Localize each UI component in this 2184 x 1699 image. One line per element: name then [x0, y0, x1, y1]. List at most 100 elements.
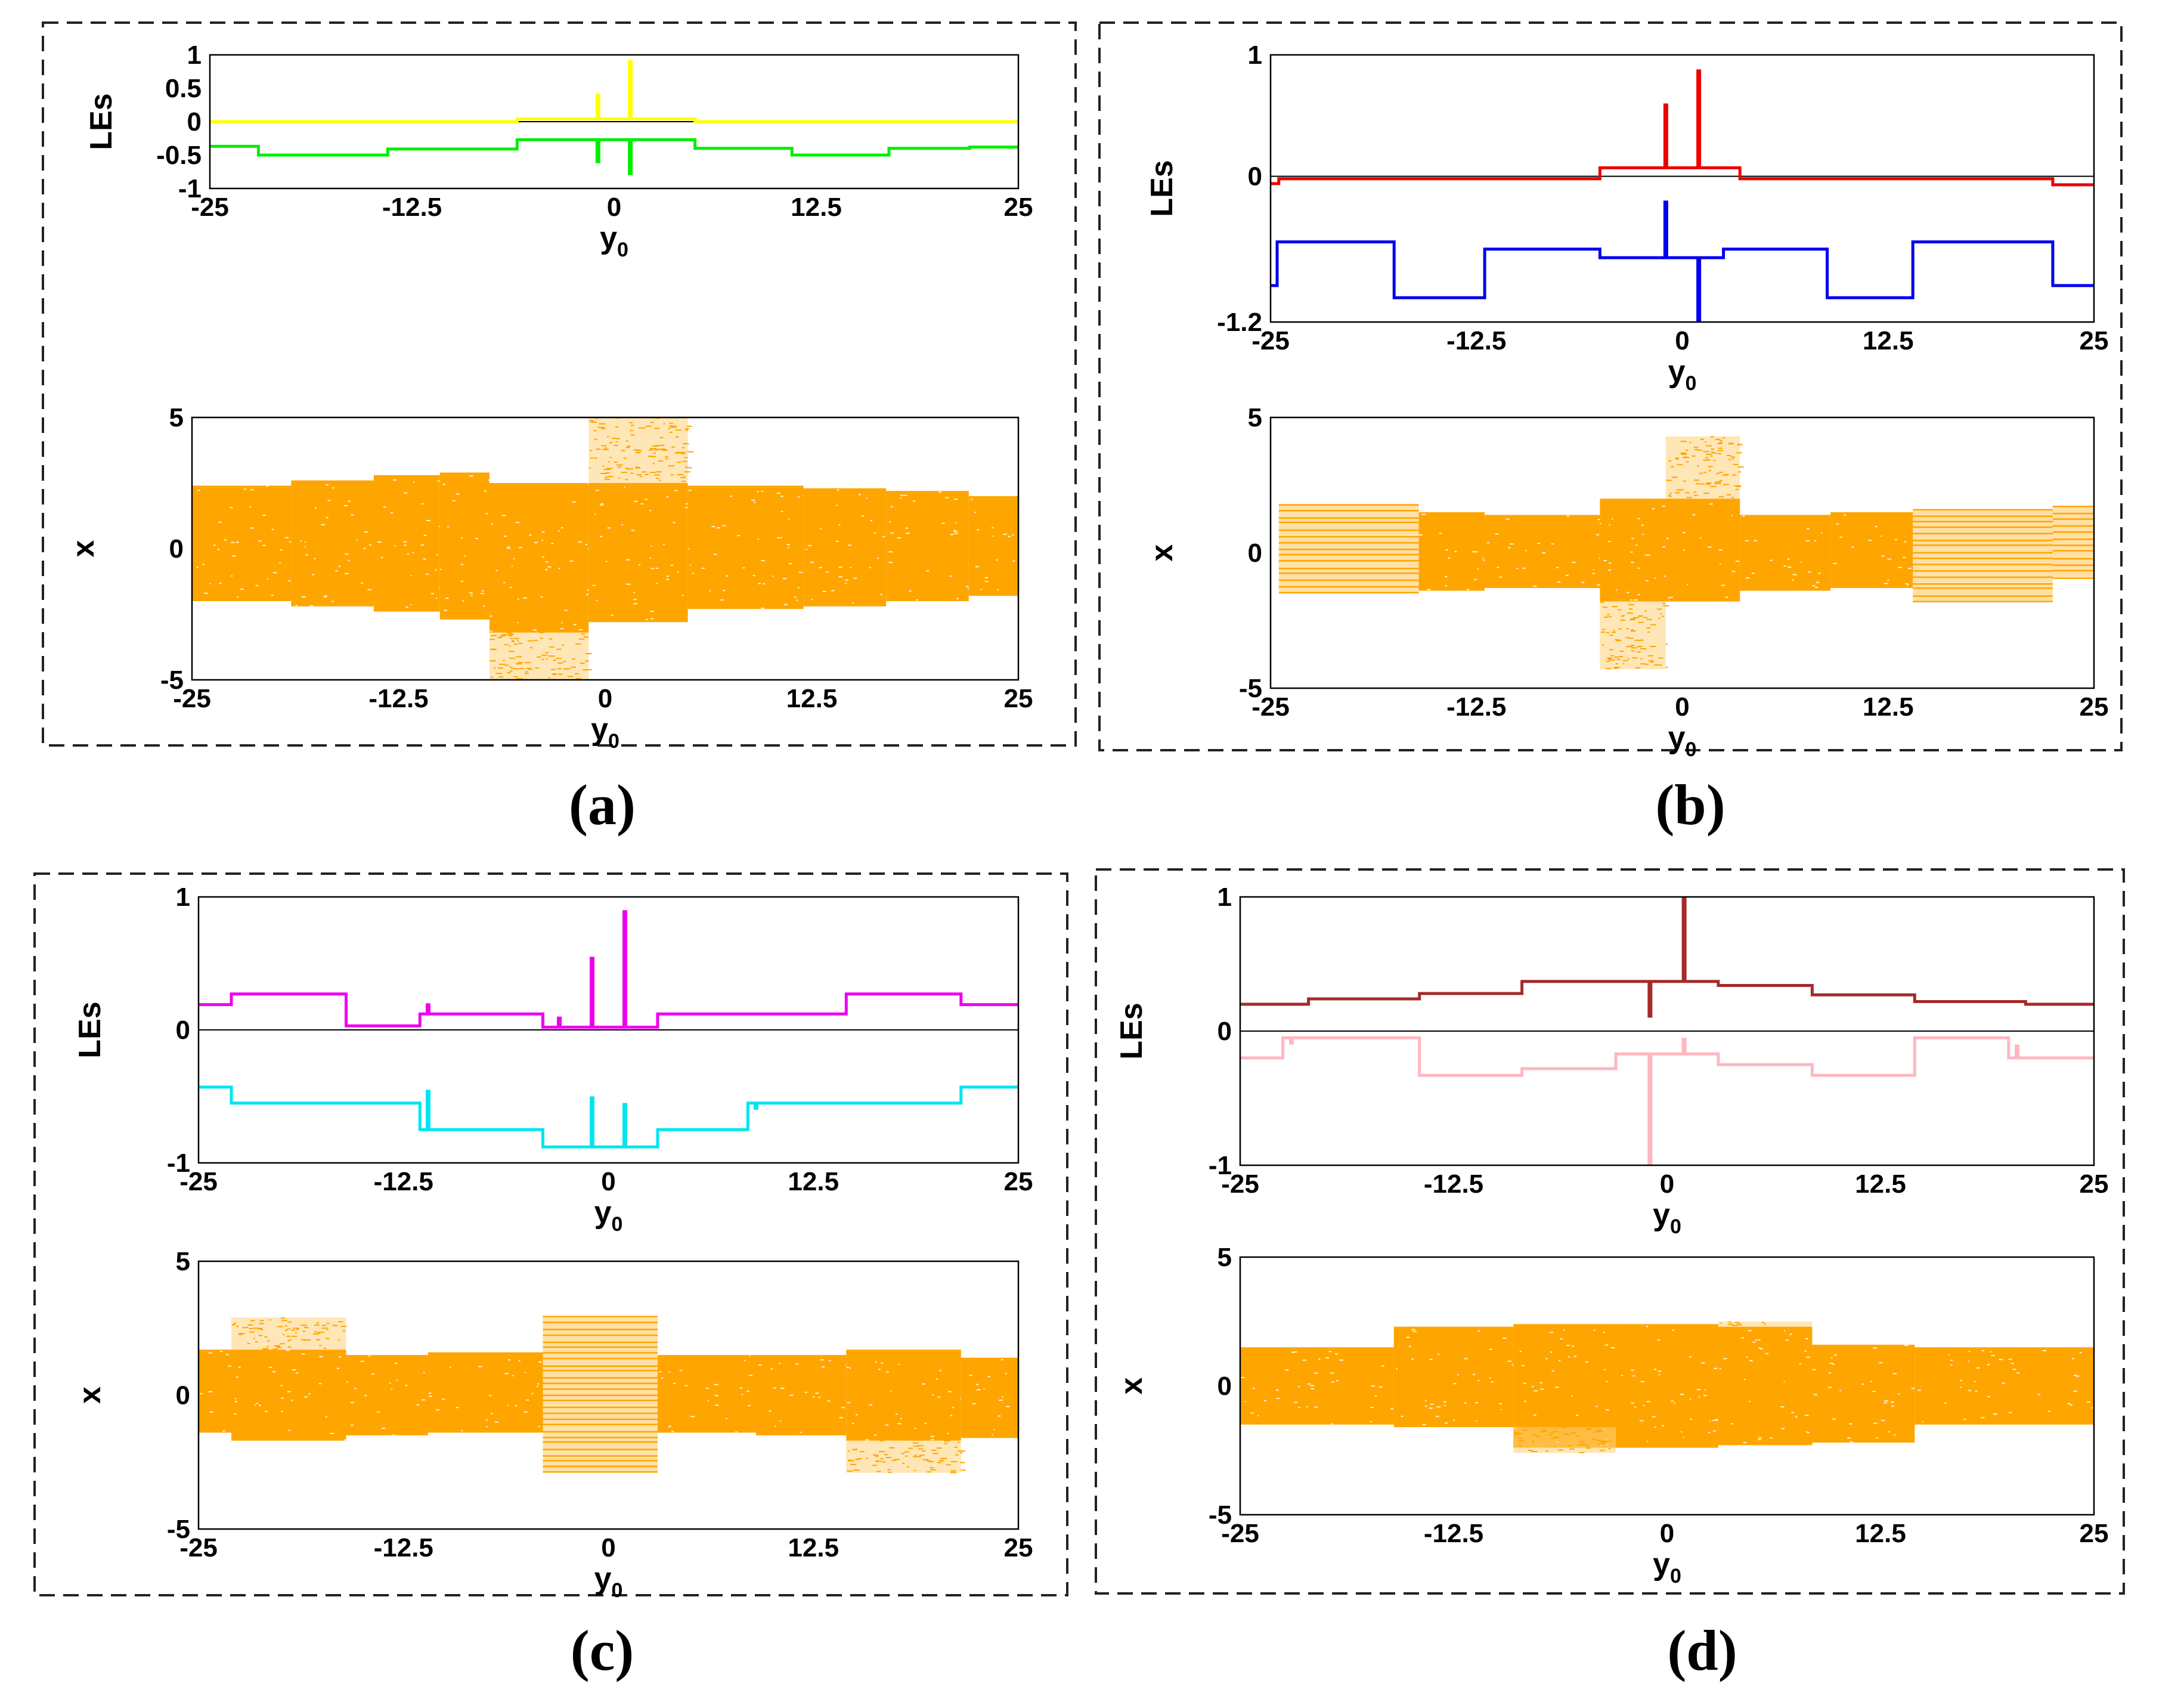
band-region	[968, 496, 1018, 596]
x-tick-label: 25	[2080, 692, 2109, 722]
plots-layer: -25 -12.5 0 12.5 25 1 0.5 0 -0.5 -1 y0 LEs -25 -12.5 0…	[66, 41, 2108, 1602]
band-region	[1240, 1347, 1394, 1425]
x-tick-label: 12.5	[1863, 692, 1914, 722]
axes-frame	[197, 896, 1020, 1164]
band-sparse-points	[1666, 436, 1744, 499]
band-speckles	[1812, 1345, 1916, 1443]
x-tick-label: 25	[1004, 1533, 1033, 1562]
y-axis-label: x	[1114, 1377, 1149, 1394]
y-tick-label: 0	[1248, 539, 1262, 568]
band-speckles	[758, 1359, 847, 1433]
series-line-2	[1240, 1036, 2094, 1077]
y-tick-label: -5	[1209, 1500, 1232, 1530]
series-line-1	[1240, 980, 2094, 1006]
band-speckles	[1917, 1350, 2096, 1423]
band-region	[588, 483, 688, 623]
x-tick-label: 12.5	[791, 193, 842, 222]
band-region	[1830, 512, 1913, 589]
axes-frame	[209, 54, 1020, 190]
series-line-2	[199, 1085, 1018, 1149]
x-axis-label-subscript: 0	[612, 1213, 623, 1236]
chart-a-x: -25 -12.5 0 12.5 25 5 0 -5 y0 x	[66, 403, 1033, 753]
band-horizontal-lines	[2052, 506, 2094, 579]
panel-d-caption: (d)	[1667, 1618, 1737, 1682]
x-tick-label: 0	[601, 1167, 615, 1196]
panel-a-caption: (a)	[569, 773, 636, 837]
band-speckles	[1742, 515, 1823, 588]
axes-frame	[1239, 896, 2095, 1166]
band-region-sparse	[489, 632, 589, 680]
y-axis-label: LEs	[84, 93, 119, 150]
band-speckles	[1833, 514, 1912, 586]
band-region-lines	[2052, 506, 2094, 577]
x-tick-label: 0	[598, 684, 612, 713]
y-tick-label: 1	[1248, 41, 1262, 70]
x-tick-label: 12.5	[788, 1167, 839, 1196]
band-horizontal-lines	[1913, 509, 2053, 602]
x-tick-label: -12.5	[1424, 1519, 1483, 1548]
band-region	[1812, 1344, 1915, 1443]
x-tick-label: 12.5	[1863, 326, 1914, 355]
chart-b-x: -25 -12.5 0 12.5 25 5 0 -5 y0 x	[1145, 403, 2108, 761]
band-region	[756, 1355, 847, 1435]
band-region	[428, 1352, 543, 1433]
band-region	[658, 1355, 756, 1433]
x-axis-label: y0	[591, 712, 619, 753]
y-tick-label: 1	[187, 41, 202, 70]
x-tick-label: 0	[1675, 326, 1689, 355]
x-axis-label: y0	[1653, 1547, 1681, 1587]
y-axis-label: LEs	[1145, 160, 1179, 216]
y-tick-label: 0	[187, 107, 202, 137]
series-line-2	[210, 138, 1018, 157]
x-tick-label: 12.5	[1855, 1519, 1906, 1548]
band-speckles	[200, 1351, 232, 1432]
x-tick-label: -25	[1221, 1169, 1259, 1199]
panel-a-box	[42, 21, 1077, 747]
y-tick-label: 1	[1218, 883, 1232, 912]
x-tick-label: 25	[2080, 1519, 2109, 1548]
band-region	[1740, 515, 1831, 591]
chart-d-x: -25 -12.5 0 12.5 25 5 0 -5 y0 x	[1114, 1243, 2108, 1587]
y-tick-label: 0.5	[165, 74, 202, 103]
band-speckles	[428, 1359, 545, 1432]
series-line-1	[1271, 166, 2094, 187]
x-tick-label: -12.5	[368, 684, 428, 713]
band-region	[1915, 1347, 2094, 1425]
y-tick-label: 0	[176, 1381, 190, 1410]
band-region-sparse	[1665, 436, 1740, 499]
band-region	[886, 491, 969, 601]
chart-d-les: -25 -12.5 0 12.5 25 1 0 -1 y0 LEs	[1114, 883, 2108, 1238]
x-axis-label: y0	[1668, 720, 1697, 761]
y-axis-label: x	[66, 540, 101, 557]
band-region	[192, 485, 292, 601]
band-region	[687, 485, 804, 609]
band-sparse-points	[588, 417, 694, 482]
y-tick-label: 5	[1218, 1243, 1232, 1272]
x-tick-label: -25	[1251, 326, 1290, 355]
panel-c-box	[33, 872, 1068, 1596]
x-tick-label: -12.5	[1446, 326, 1506, 355]
y-tick-label: 0	[1218, 1372, 1232, 1401]
y-tick-label: 0	[169, 534, 184, 564]
x-tick-label: -12.5	[1424, 1169, 1483, 1199]
y-tick-label: 1	[176, 883, 190, 912]
axes-frame	[197, 1260, 1020, 1530]
panel-d-box	[1095, 868, 2125, 1595]
x-axis-label-subscript: 0	[1686, 738, 1697, 761]
axes-frame	[1269, 54, 2095, 323]
band-speckles	[969, 1359, 1010, 1436]
y-tick-label: 0	[1248, 162, 1262, 191]
band-speckles	[1396, 1329, 1515, 1426]
y-tick-label: 5	[176, 1247, 190, 1276]
band-region-sparse	[846, 1440, 961, 1473]
band-region	[439, 472, 490, 620]
y-axis-label: LEs	[73, 1001, 107, 1058]
band-speckles	[1600, 503, 1740, 601]
band-region	[961, 1357, 1018, 1438]
band-speckles	[592, 486, 690, 620]
x-tick-label: -25	[1251, 692, 1290, 722]
y-tick-label: -5	[160, 666, 184, 695]
x-axis-label-subscript: 0	[617, 239, 628, 261]
band-region	[199, 1350, 231, 1433]
